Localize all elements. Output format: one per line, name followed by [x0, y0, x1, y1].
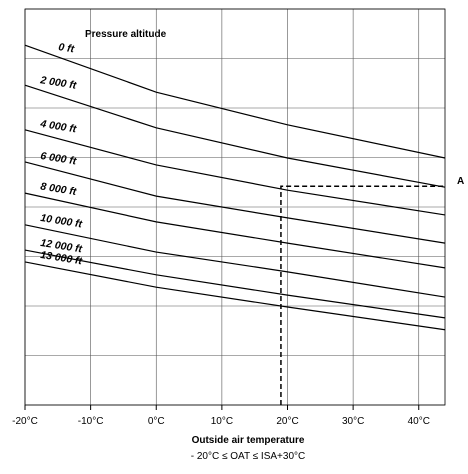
curve: [24, 224, 446, 298]
curve-label: 0 ft: [58, 41, 76, 55]
curve-label: 8 000 ft: [40, 181, 78, 199]
subtitle: - 20°C ≤ OAT ≤ ISA+30°C: [191, 451, 305, 462]
curve: [24, 249, 446, 319]
curve: [24, 192, 446, 269]
curve: [24, 261, 446, 331]
x-tick-label: -20°C: [12, 416, 38, 427]
curve-label: 10 000 ft: [40, 212, 84, 231]
x-tick-label: 40°C: [408, 416, 430, 427]
chart-title: Pressure altitude: [85, 29, 167, 40]
curve-label: 4 000 ft: [39, 118, 78, 136]
plot-frame: [24, 8, 446, 406]
x-tick-label: 0°C: [148, 416, 165, 427]
curve-label: 2 000 ft: [39, 74, 78, 92]
curve: [24, 129, 446, 216]
x-tick-label: 30°C: [342, 416, 364, 427]
dashed-guide: [280, 185, 445, 405]
curve: [24, 44, 446, 159]
curve-label: 6 000 ft: [40, 150, 78, 168]
x-axis-label: Outside air temperature: [192, 435, 305, 446]
annotation-label: A: [457, 176, 464, 187]
curve: [24, 161, 446, 244]
curve: [24, 84, 446, 188]
x-tick-label: 20°C: [276, 416, 298, 427]
x-tick-label: -10°C: [78, 416, 104, 427]
x-tick-label: 10°C: [211, 416, 233, 427]
